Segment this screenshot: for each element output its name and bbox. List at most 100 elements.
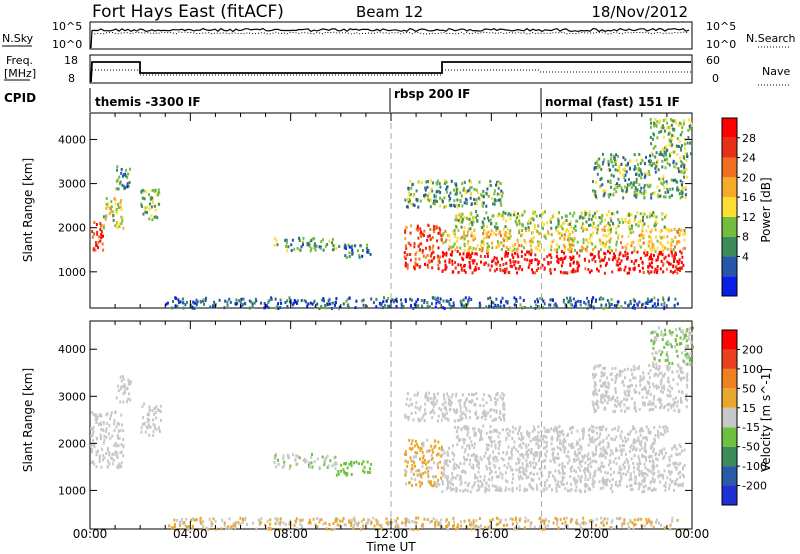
scatter-cell: [636, 518, 639, 522]
scatter-cell: [308, 244, 311, 248]
scatter-cell: [616, 185, 619, 189]
scatter-cell: [660, 130, 663, 133]
scatter-cell: [664, 430, 667, 434]
scatter-cell: [673, 409, 676, 412]
scatter-cell: [607, 443, 610, 447]
scatter-cell: [190, 518, 193, 522]
scatter-cell: [460, 225, 463, 229]
scatter-cell: [592, 306, 595, 310]
scatter-cell: [372, 301, 375, 305]
scatter-cell: [665, 150, 668, 154]
scatter-cell: [680, 228, 683, 232]
scatter-cell: [304, 460, 307, 464]
scatter-cell: [508, 457, 511, 461]
scatter-cell: [463, 470, 466, 473]
scatter-cell: [677, 262, 680, 266]
scatter-cell: [427, 472, 429, 476]
scatter-cell: [462, 411, 465, 415]
scatter-cell: [538, 241, 541, 245]
scatter-cell: [683, 142, 686, 146]
scatter-cell: [467, 431, 470, 435]
scatter-cell: [683, 170, 686, 174]
scatter-cell: [556, 522, 559, 526]
scatter-cell: [110, 200, 113, 204]
scatter-cell: [286, 304, 289, 308]
scatter-cell: [582, 516, 585, 520]
scatter-cell: [321, 238, 324, 242]
scatter-cell: [518, 222, 521, 226]
scatter-cell: [515, 448, 518, 452]
scatter-cell: [529, 244, 532, 248]
scatter-cell: [499, 418, 502, 421]
scatter-cell: [127, 172, 130, 176]
scatter-cell: [411, 183, 414, 187]
scatter-cell: [437, 440, 440, 444]
scatter-cell: [651, 265, 654, 269]
scatter-cell: [406, 397, 409, 401]
scatter-cell: [660, 353, 662, 357]
scatter-cell: [646, 297, 649, 301]
scatter-cell: [463, 441, 465, 445]
scatter-cell: [621, 217, 623, 221]
scatter-cell: [409, 202, 412, 206]
scatter-cell: [285, 238, 288, 242]
scatter-cell: [635, 409, 637, 413]
scatter-cell: [573, 305, 576, 308]
scatter-cell: [409, 258, 412, 262]
scatter-cell: [623, 403, 626, 407]
scatter-cell: [685, 330, 688, 334]
scatter-cell: [448, 408, 451, 412]
scatter-cell: [355, 460, 358, 464]
scatter-cell: [410, 477, 413, 481]
scatter-cell: [643, 462, 646, 466]
scatter-cell: [309, 301, 312, 305]
scatter-cell: [592, 475, 595, 479]
scatter-cell: [466, 444, 469, 448]
scatter-cell: [612, 396, 615, 400]
scatter-cell: [565, 454, 568, 458]
scatter-cell: [441, 453, 444, 457]
scatter-cell: [658, 366, 661, 370]
scatter-cell: [154, 411, 157, 414]
scatter-cell: [441, 233, 444, 237]
scatter-cell: [633, 246, 636, 250]
scatter-cell: [466, 425, 468, 429]
scatter-cell: [636, 302, 639, 306]
scatter-cell: [471, 399, 474, 403]
scatter-cell: [445, 190, 448, 194]
scatter-cell: [376, 522, 379, 526]
scatter-cell: [514, 518, 517, 522]
scatter-cell: [433, 483, 436, 487]
scatter-cell: [143, 402, 146, 406]
scatter-cell: [633, 194, 636, 198]
scatter-cell: [273, 243, 276, 247]
scatter-cell: [609, 217, 612, 221]
scatter-cell: [538, 525, 541, 528]
scatter-cell: [441, 198, 443, 202]
scatter-cell: [283, 460, 286, 464]
scatter-cell: [183, 521, 186, 524]
scatter-cell: [619, 171, 621, 174]
scatter-cell: [630, 397, 633, 401]
scatter-cell: [335, 473, 338, 477]
scatter-cell: [659, 406, 661, 410]
scatter-cell: [309, 249, 312, 253]
scatter-cell: [655, 123, 658, 127]
scatter-cell: [423, 194, 425, 198]
scatter-cell: [449, 191, 452, 195]
scatter-cell: [489, 425, 492, 429]
scatter-cell: [586, 454, 589, 458]
scatter-cell: [527, 453, 530, 457]
scatter-cell: [633, 165, 636, 169]
scatter-cell: [514, 427, 517, 431]
scatter-cell: [324, 244, 327, 248]
scatter-cell: [556, 305, 558, 309]
scatter-cell: [551, 240, 554, 244]
scatter-cell: [598, 388, 601, 392]
scatter-cell: [663, 246, 666, 250]
scatter-cell: [481, 226, 484, 230]
scatter-cell: [122, 429, 125, 433]
scatter-cell: [608, 223, 611, 227]
scatter-cell: [113, 429, 116, 433]
scatter-cell: [410, 411, 413, 415]
